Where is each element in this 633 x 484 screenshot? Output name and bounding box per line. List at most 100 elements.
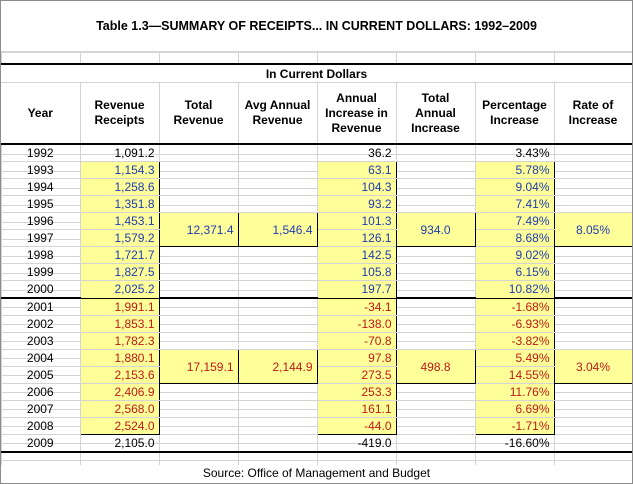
- source-note: Source: Office of Management and Budget: [1, 465, 632, 483]
- percentage-increase-cell: 14.55%: [474, 366, 555, 384]
- revenue-receipts-cell: 2,025.2: [79, 280, 160, 299]
- year-cell: 1996: [1, 212, 81, 230]
- table-subheading: In Current Dollars: [1, 63, 632, 83]
- total-annual-increase-cell: 934.0: [395, 212, 476, 247]
- spacer-row: [1, 51, 632, 63]
- annual-increase-cell: 273.5: [316, 366, 397, 384]
- revenue-receipts-cell: 1,351.8: [79, 195, 160, 213]
- revenue-receipts-cell: 1,453.1: [79, 212, 160, 230]
- table-row: 1993 1,154.3 63.1 5.78%: [1, 161, 632, 179]
- table-row: 2001 1,991.1 -34.1 -1.68%: [1, 297, 632, 316]
- revenue-receipts-cell: 1,853.1: [79, 315, 160, 333]
- empty-cell: [159, 280, 239, 299]
- empty-cell: [238, 297, 318, 316]
- percentage-increase-cell: -1.71%: [474, 417, 555, 435]
- header-row: Year Revenue Receipts Total Revenue Avg …: [1, 83, 632, 145]
- empty-cell: [554, 434, 632, 453]
- empty-cell: [238, 383, 318, 401]
- annual-increase-cell: -419.0: [317, 434, 397, 453]
- year-cell: 2001: [1, 297, 81, 316]
- empty-cell: [159, 246, 239, 264]
- empty-cell: [238, 144, 318, 162]
- empty-cell: [554, 263, 632, 281]
- empty-cell: [554, 400, 632, 418]
- empty-cell: [159, 195, 239, 213]
- avg-annual-revenue-cell: 1,546.4: [237, 212, 318, 247]
- empty-cell: [238, 195, 318, 213]
- empty-cell: [396, 332, 476, 350]
- total-revenue-cell: 17,159.1: [158, 349, 239, 384]
- year-cell: 1993: [1, 161, 81, 179]
- revenue-receipts-cell: 1,258.6: [79, 178, 160, 196]
- year-cell: 2005: [1, 366, 81, 384]
- empty-cell: [396, 144, 476, 162]
- empty-cell: [159, 263, 239, 281]
- empty-cell: [554, 417, 632, 435]
- empty-cell: [554, 195, 632, 213]
- empty-cell: [396, 161, 476, 179]
- empty-cell: [238, 434, 318, 453]
- percentage-increase-cell: 3.43%: [475, 144, 555, 162]
- annual-increase-cell: 197.7: [316, 280, 397, 299]
- empty-cell: [396, 178, 476, 196]
- empty-cell: [159, 178, 239, 196]
- revenue-receipts-cell: 1,091.2: [80, 144, 160, 162]
- table-row: 2004 1,880.1 17,159.1 2,144.9 97.8 498.8 5.49%…: [1, 349, 632, 384]
- empty-cell: [396, 263, 476, 281]
- empty-cell: [238, 280, 318, 299]
- empty-cell: [238, 263, 318, 281]
- empty-cell: [238, 161, 318, 179]
- empty-cell: [554, 280, 632, 299]
- data-table: Year Revenue Receipts Total Revenue Avg …: [1, 83, 632, 453]
- total-revenue-cell: 12,371.4: [158, 212, 239, 247]
- empty-cell: [554, 383, 632, 401]
- table-row: 1992 1,091.2 36.2 3.43%: [1, 144, 632, 162]
- year-cell: 2009: [1, 434, 81, 453]
- percentage-increase-cell: 7.49%: [474, 212, 555, 230]
- year-cell: 1995: [1, 195, 81, 213]
- empty-cell: [159, 383, 239, 401]
- empty-cell: [238, 178, 318, 196]
- year-cell: 2008: [1, 417, 81, 435]
- empty-cell: [396, 383, 476, 401]
- empty-cell: [554, 246, 632, 264]
- empty-cell: [159, 315, 239, 333]
- empty-cell: [159, 434, 239, 453]
- percentage-increase-cell: 10.82%: [474, 280, 555, 299]
- year-cell: 2006: [1, 383, 81, 401]
- empty-cell: [159, 400, 239, 418]
- revenue-receipts-cell: 2,568.0: [79, 400, 160, 418]
- year-cell: 2007: [1, 400, 81, 418]
- table-row: 1996 1,453.1 12,371.4 1,546.4 101.3 934.0 7.49…: [1, 212, 632, 247]
- total-annual-increase-cell: 498.8: [395, 349, 476, 384]
- table-row: 1997 1,579.2 126.1 8.68%: [1, 229, 632, 247]
- percentage-increase-cell: 9.04%: [474, 178, 555, 196]
- table-row: 1994 1,258.6 104.3 9.04%: [1, 178, 632, 196]
- year-cell: 1994: [1, 178, 81, 196]
- empty-cell: [238, 332, 318, 350]
- table-row: 1999 1,827.5 105.8 6.15%: [1, 263, 632, 281]
- empty-cell: [396, 434, 476, 453]
- col-header-rate-of-increase: Rate of Increase: [554, 83, 632, 145]
- annual-increase-cell: 104.3: [316, 178, 397, 196]
- table-row: 2000 2,025.2 197.7 10.82%: [1, 280, 632, 299]
- col-header-percentage-increase: Percentage Increase: [475, 83, 555, 145]
- empty-cell: [554, 315, 632, 333]
- empty-cell: [238, 400, 318, 418]
- empty-cell: [554, 161, 632, 179]
- empty-cell: [159, 332, 239, 350]
- revenue-receipts-cell: 1,782.3: [79, 332, 160, 350]
- empty-cell: [159, 417, 239, 435]
- revenue-receipts-cell: 2,153.6: [79, 366, 160, 384]
- annual-increase-cell: 63.1: [316, 161, 397, 179]
- empty-cell: [396, 246, 476, 264]
- empty-cell: [554, 178, 632, 196]
- annual-increase-cell: -44.0: [316, 417, 397, 435]
- empty-cell: [238, 246, 318, 264]
- percentage-increase-cell: 11.76%: [474, 383, 555, 401]
- percentage-increase-cell: 5.78%: [474, 161, 555, 179]
- table-row: 1995 1,351.8 93.2 7.41%: [1, 195, 632, 213]
- annual-increase-cell: 101.3: [316, 212, 397, 230]
- revenue-receipts-cell: 2,105.0: [80, 434, 160, 453]
- revenue-receipts-cell: 1,154.3: [79, 161, 160, 179]
